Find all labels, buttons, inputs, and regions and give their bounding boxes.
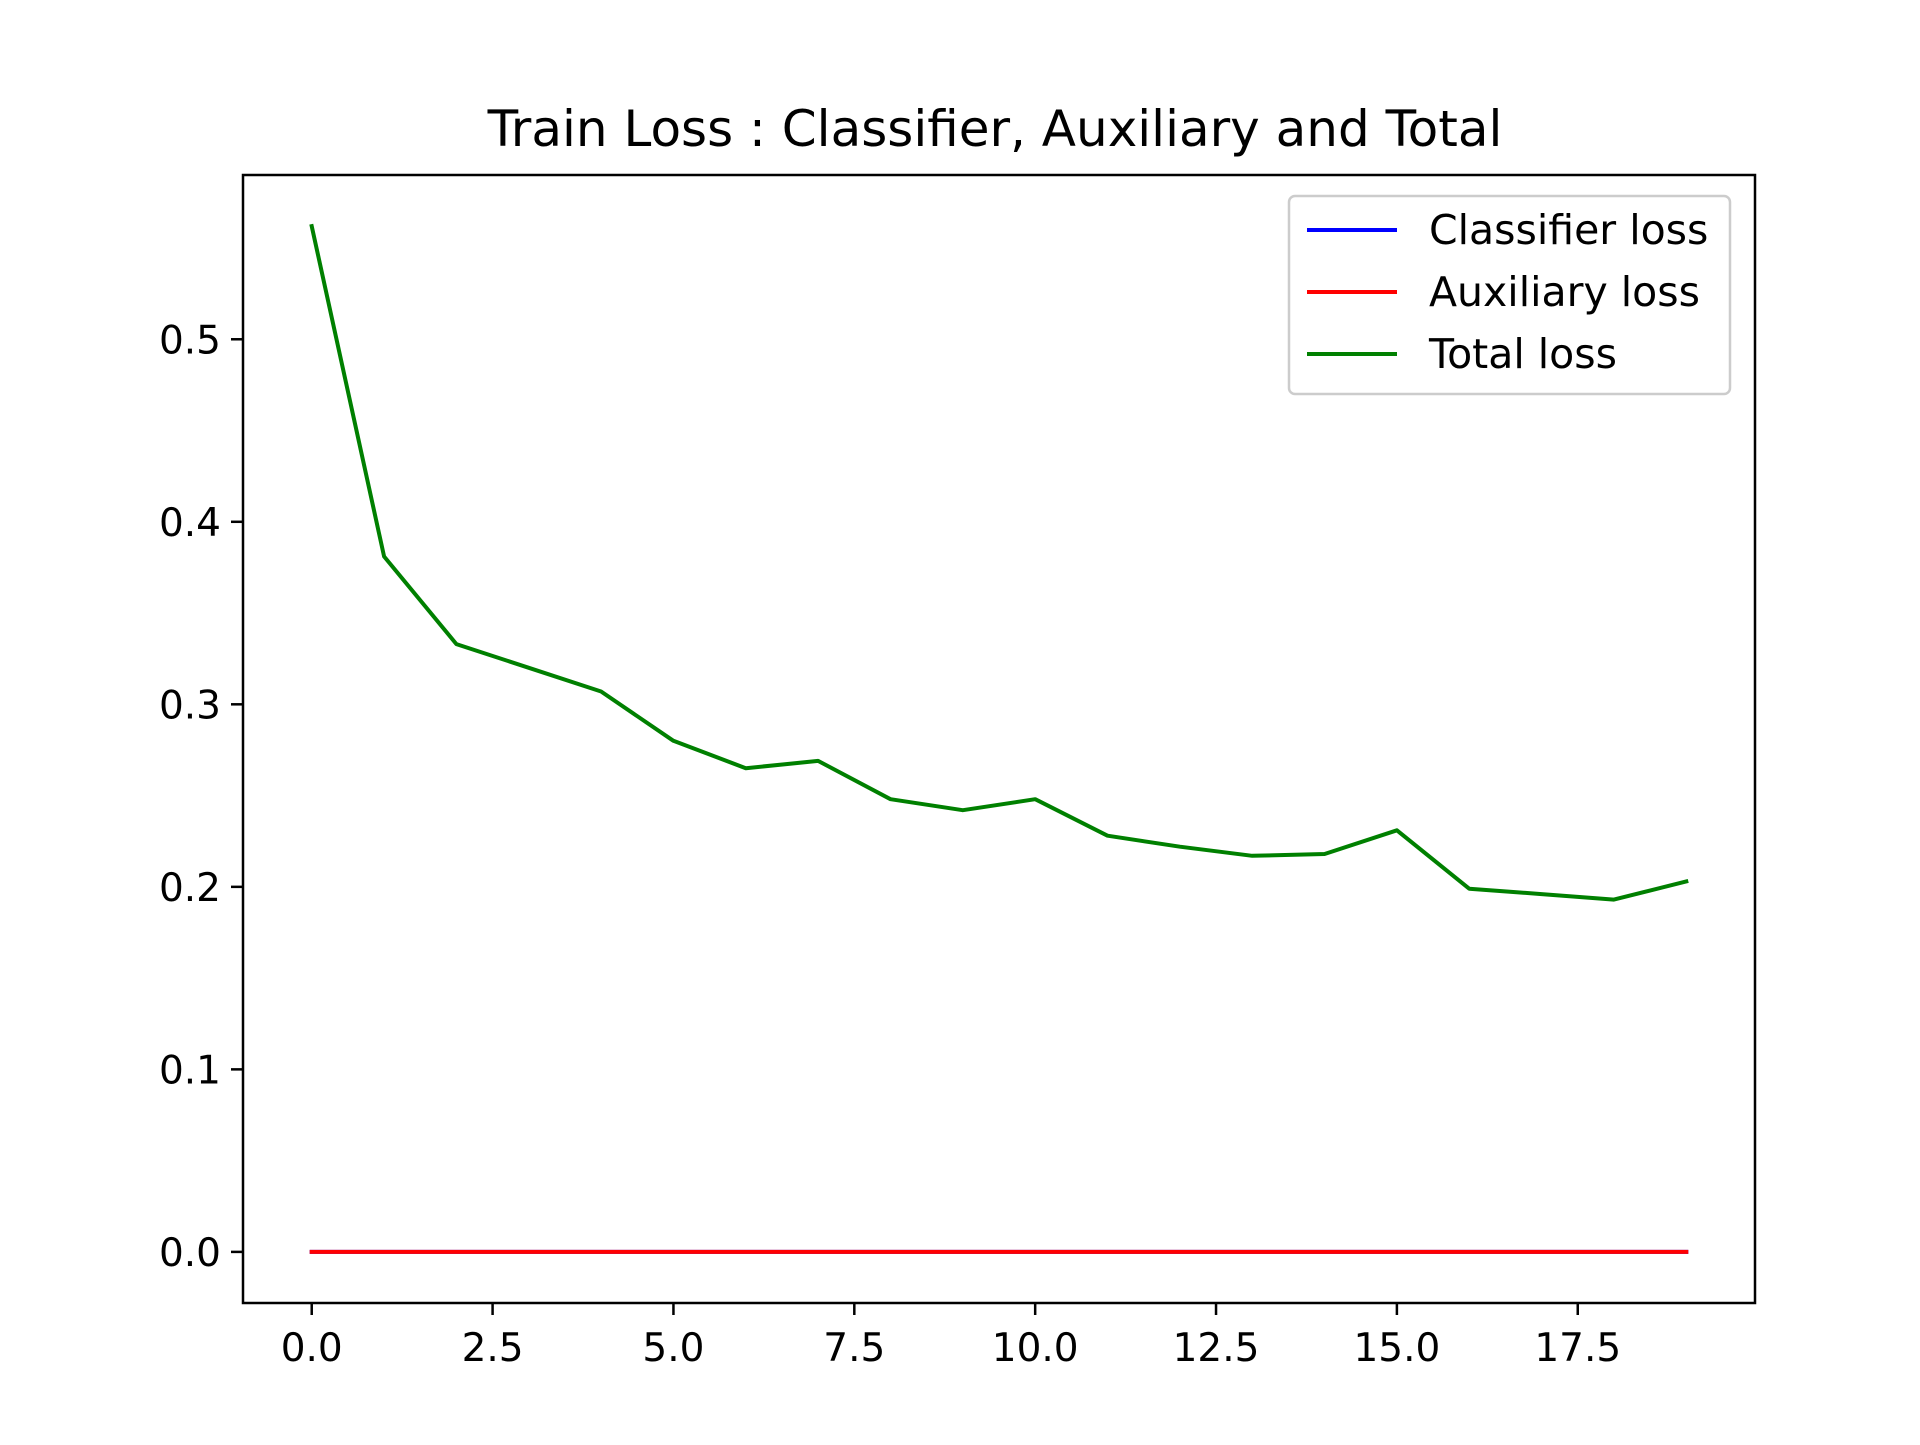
legend-label-total-loss: Total loss bbox=[1428, 330, 1617, 378]
x-tick-label: 7.5 bbox=[823, 1326, 885, 1371]
x-tick-label: 15.0 bbox=[1353, 1326, 1440, 1371]
y-tick-label: 0.5 bbox=[159, 318, 221, 363]
legend-label-classifier-loss: Classifier loss bbox=[1429, 206, 1708, 254]
legend-box bbox=[1287, 194, 1732, 396]
axes-frame bbox=[241, 173, 1757, 1305]
legend: Classifier loss Auxiliary loss Total loss bbox=[1287, 194, 1732, 396]
axes: 0.0 2.5 5.0 7.5 10.0 12.5 15.0 17.5 0.0 0.1 0.2 0.3… bbox=[159, 173, 1757, 1371]
x-tick-label: 2.5 bbox=[462, 1326, 524, 1371]
y-tick-label: 0.2 bbox=[159, 866, 221, 911]
x-tick-label: 12.5 bbox=[1173, 1326, 1260, 1371]
y-tick-label: 0.4 bbox=[159, 501, 221, 546]
y-tick-label: 0.3 bbox=[159, 683, 221, 728]
y-tick-label: 0.0 bbox=[159, 1231, 221, 1276]
x-tick-label: 0.0 bbox=[281, 1326, 343, 1371]
chart-title: Train Loss : Classifier, Auxiliary and T… bbox=[487, 100, 1503, 158]
x-tick-label: 10.0 bbox=[992, 1326, 1079, 1371]
series-line-total-loss bbox=[309, 223, 1689, 902]
y-tick-label: 0.1 bbox=[159, 1048, 221, 1093]
legend-label-auxiliary-loss: Auxiliary loss bbox=[1429, 268, 1700, 316]
plot-area bbox=[309, 223, 1689, 1254]
x-tick-label: 17.5 bbox=[1534, 1326, 1621, 1371]
x-tick-label: 5.0 bbox=[642, 1326, 704, 1371]
